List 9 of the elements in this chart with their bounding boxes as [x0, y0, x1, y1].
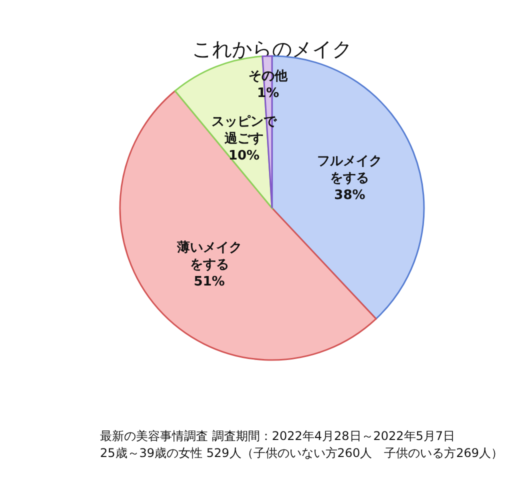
data-label: 10% — [228, 148, 260, 164]
slice-label: スッピンで過ごす — [212, 114, 278, 146]
slice-label: フルメイクをする — [317, 154, 382, 186]
text: 最新の美容事情調査 調査期間：2022年4月28日～2022年5月7日 — [100, 429, 456, 443]
text: 25歳～39歳の女性 529人（子供のいない方260人 子供のいる方269人） — [100, 446, 504, 460]
slice-label: その他 — [248, 68, 289, 84]
data-label: 51% — [194, 274, 225, 290]
data-label: 38% — [334, 188, 366, 204]
slice-label: 薄いメイクをする — [176, 239, 242, 272]
